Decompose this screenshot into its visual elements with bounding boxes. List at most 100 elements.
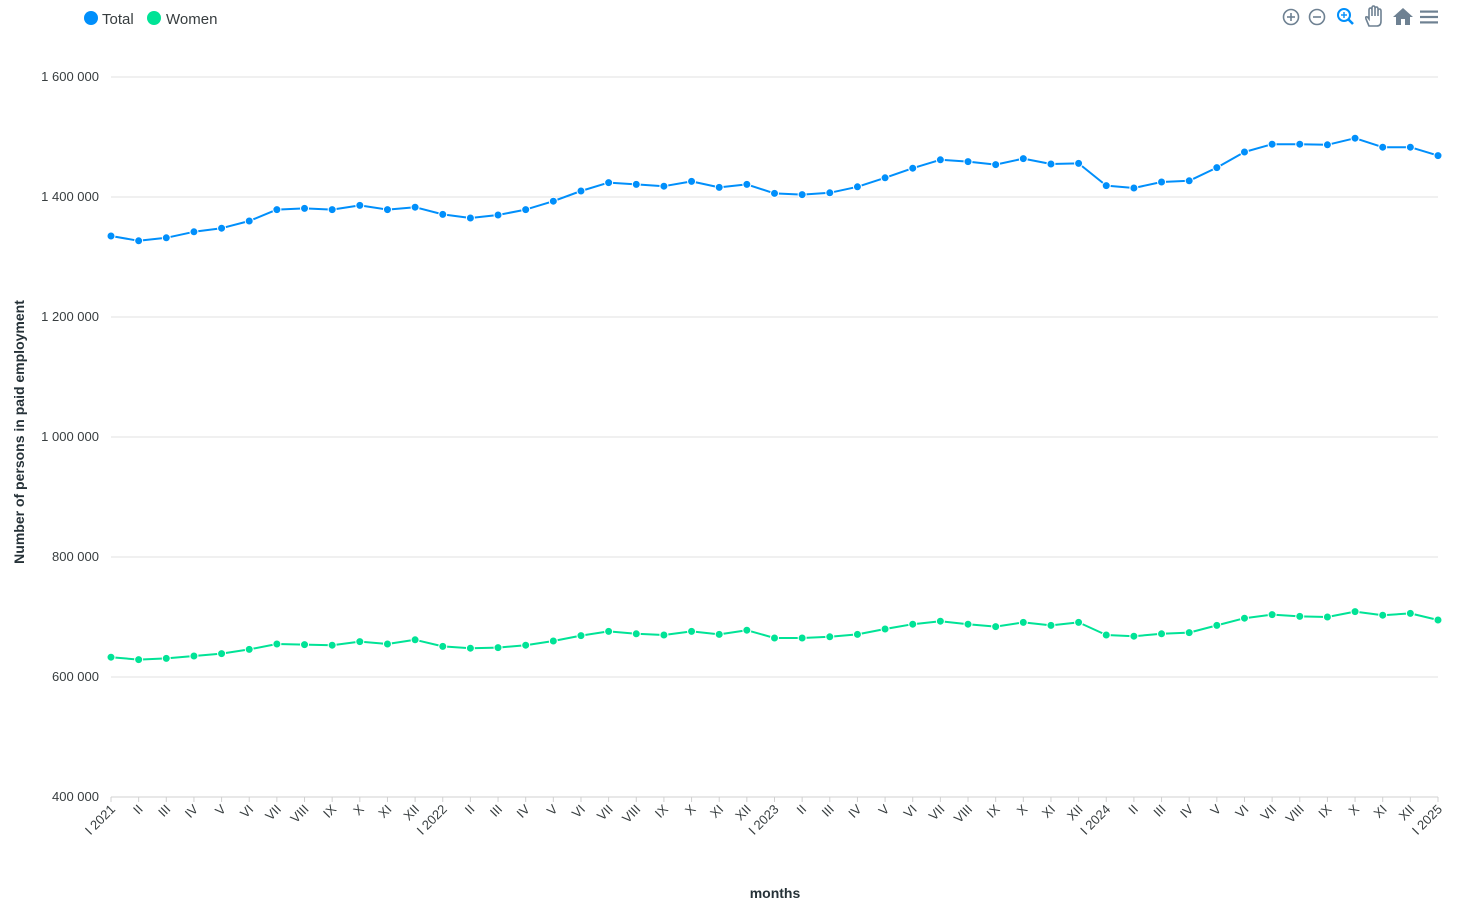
legend-item-women[interactable]: Women xyxy=(147,11,217,28)
data-point-total[interactable] xyxy=(880,173,890,183)
data-point-total[interactable] xyxy=(272,205,282,215)
data-point-women[interactable] xyxy=(134,655,144,665)
data-point-total[interactable] xyxy=(1405,142,1415,152)
data-point-total[interactable] xyxy=(382,205,392,215)
data-point-total[interactable] xyxy=(521,205,531,215)
data-point-women[interactable] xyxy=(1378,610,1388,620)
data-point-total[interactable] xyxy=(991,160,1001,170)
data-point-women[interactable] xyxy=(521,640,531,650)
data-point-women[interactable] xyxy=(852,629,862,639)
data-point-women[interactable] xyxy=(604,626,614,636)
data-point-total[interactable] xyxy=(1074,158,1084,168)
data-point-women[interactable] xyxy=(548,636,558,646)
data-point-total[interactable] xyxy=(1046,159,1056,169)
data-point-total[interactable] xyxy=(355,200,365,210)
data-point-women[interactable] xyxy=(1267,610,1277,620)
data-point-total[interactable] xyxy=(1184,176,1194,186)
legend-item-total[interactable]: Total xyxy=(84,11,134,28)
data-point-women[interactable] xyxy=(1046,620,1056,630)
data-point-women[interactable] xyxy=(217,649,227,659)
data-point-women[interactable] xyxy=(382,639,392,649)
data-point-women[interactable] xyxy=(438,641,448,651)
data-point-women[interactable] xyxy=(631,629,641,639)
data-point-total[interactable] xyxy=(1433,151,1443,161)
data-point-women[interactable] xyxy=(1295,611,1305,621)
data-point-total[interactable] xyxy=(1295,139,1305,149)
data-point-women[interactable] xyxy=(327,640,337,650)
data-point-total[interactable] xyxy=(244,216,254,226)
data-point-women[interactable] xyxy=(963,619,973,629)
data-point-total[interactable] xyxy=(1350,133,1360,143)
data-point-women[interactable] xyxy=(991,622,1001,632)
data-point-women[interactable] xyxy=(1239,613,1249,623)
zoom-selection-icon[interactable] xyxy=(1335,6,1355,26)
data-point-total[interactable] xyxy=(659,181,669,191)
data-point-women[interactable] xyxy=(465,643,475,653)
data-point-total[interactable] xyxy=(1322,140,1332,150)
data-point-women[interactable] xyxy=(714,629,724,639)
data-point-total[interactable] xyxy=(852,182,862,192)
data-point-total[interactable] xyxy=(300,203,310,213)
data-point-total[interactable] xyxy=(493,210,503,220)
data-point-women[interactable] xyxy=(300,640,310,650)
data-point-total[interactable] xyxy=(1267,139,1277,149)
data-point-women[interactable] xyxy=(1157,629,1167,639)
data-point-women[interactable] xyxy=(493,643,503,653)
data-point-total[interactable] xyxy=(687,176,697,186)
data-point-total[interactable] xyxy=(742,179,752,189)
data-point-total[interactable] xyxy=(1212,163,1222,173)
data-point-women[interactable] xyxy=(797,633,807,643)
data-point-women[interactable] xyxy=(687,626,697,636)
data-point-total[interactable] xyxy=(465,213,475,223)
data-point-total[interactable] xyxy=(908,163,918,173)
data-point-women[interactable] xyxy=(106,652,116,662)
data-point-women[interactable] xyxy=(410,635,420,645)
data-point-total[interactable] xyxy=(548,196,558,206)
reset-home-icon[interactable] xyxy=(1393,7,1413,27)
data-point-total[interactable] xyxy=(1239,147,1249,157)
data-point-women[interactable] xyxy=(880,624,890,634)
data-point-total[interactable] xyxy=(1018,154,1028,164)
data-point-women[interactable] xyxy=(1322,612,1332,622)
data-point-total[interactable] xyxy=(1101,181,1111,191)
data-point-total[interactable] xyxy=(576,186,586,196)
data-point-women[interactable] xyxy=(908,619,918,629)
data-point-total[interactable] xyxy=(963,157,973,167)
data-point-women[interactable] xyxy=(1074,617,1084,627)
data-point-women[interactable] xyxy=(742,625,752,635)
zoom-out-icon[interactable] xyxy=(1307,7,1327,27)
data-point-total[interactable] xyxy=(217,223,227,233)
data-point-women[interactable] xyxy=(355,637,365,647)
data-point-women[interactable] xyxy=(1129,631,1139,641)
data-point-women[interactable] xyxy=(1184,628,1194,638)
data-point-women[interactable] xyxy=(189,651,199,661)
data-point-women[interactable] xyxy=(244,644,254,654)
data-point-total[interactable] xyxy=(935,155,945,165)
data-point-women[interactable] xyxy=(576,631,586,641)
data-point-women[interactable] xyxy=(770,633,779,643)
data-point-women[interactable] xyxy=(825,632,835,642)
data-point-women[interactable] xyxy=(161,653,171,663)
data-point-women[interactable] xyxy=(1018,617,1028,627)
data-point-total[interactable] xyxy=(327,205,337,215)
zoom-in-icon[interactable] xyxy=(1281,7,1301,27)
data-point-women[interactable] xyxy=(935,616,945,626)
data-point-total[interactable] xyxy=(770,188,779,198)
data-point-women[interactable] xyxy=(1212,620,1222,630)
data-point-total[interactable] xyxy=(1157,177,1167,187)
data-point-total[interactable] xyxy=(797,190,807,200)
data-point-women[interactable] xyxy=(1405,608,1415,618)
data-point-total[interactable] xyxy=(1129,183,1139,193)
data-point-total[interactable] xyxy=(106,231,116,241)
data-point-total[interactable] xyxy=(604,178,614,188)
data-point-women[interactable] xyxy=(659,630,669,640)
data-point-total[interactable] xyxy=(189,227,199,237)
data-point-total[interactable] xyxy=(714,182,724,192)
data-point-total[interactable] xyxy=(410,202,420,212)
data-point-total[interactable] xyxy=(825,188,835,198)
data-point-total[interactable] xyxy=(631,179,641,189)
data-point-women[interactable] xyxy=(272,639,282,649)
data-point-women[interactable] xyxy=(1433,615,1443,625)
data-point-total[interactable] xyxy=(161,233,171,243)
menu-icon[interactable] xyxy=(1419,7,1439,27)
